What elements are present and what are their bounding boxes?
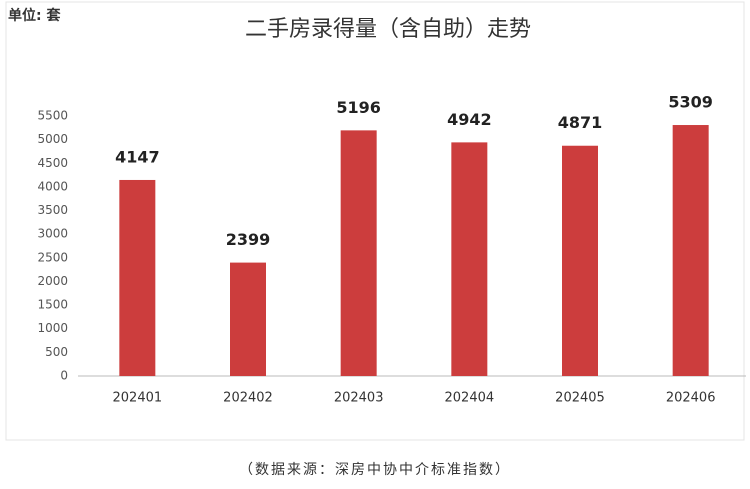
y-tick-label: 3000: [37, 227, 68, 241]
value-label: 4942: [447, 110, 492, 129]
value-label: 2399: [226, 230, 271, 249]
bar: [451, 142, 488, 376]
x-tick-label: 202402: [223, 391, 273, 406]
y-tick-label: 2500: [37, 250, 68, 264]
y-tick-label: 1500: [37, 298, 68, 312]
source-note: （数据来源：深房中协中介标准指数）: [239, 462, 511, 478]
chart-frame: [5, 1, 745, 441]
y-tick-label: 3500: [37, 203, 68, 217]
value-label: 4871: [558, 113, 603, 132]
bar: [230, 262, 266, 376]
bar: [562, 145, 598, 376]
y-tick-label: 5000: [37, 132, 68, 146]
chart-title: 二手房录得量（含自助）走势: [245, 17, 531, 42]
value-label: 5196: [336, 98, 381, 117]
y-tick-label: 500: [45, 345, 68, 359]
value-label: 4147: [115, 147, 160, 166]
x-tick-label: 202401: [113, 391, 163, 406]
x-tick-label: 202403: [334, 391, 384, 406]
y-tick-label: 4500: [37, 156, 68, 170]
bar: [119, 179, 156, 376]
value-label: 5309: [668, 93, 713, 112]
x-tick-label: 202406: [666, 391, 716, 406]
bar: [340, 130, 377, 376]
y-tick-label: 5500: [37, 109, 68, 123]
x-tick-label: 202405: [555, 391, 605, 406]
bar: [672, 125, 709, 377]
y-tick-label: 4000: [37, 179, 68, 193]
y-tick-label: 2000: [37, 274, 68, 288]
x-tick-label: 202404: [445, 391, 495, 406]
y-tick-label: 1000: [37, 321, 68, 335]
y-tick-label: 0: [60, 369, 68, 383]
unit-label: 单位: 套: [8, 7, 60, 24]
